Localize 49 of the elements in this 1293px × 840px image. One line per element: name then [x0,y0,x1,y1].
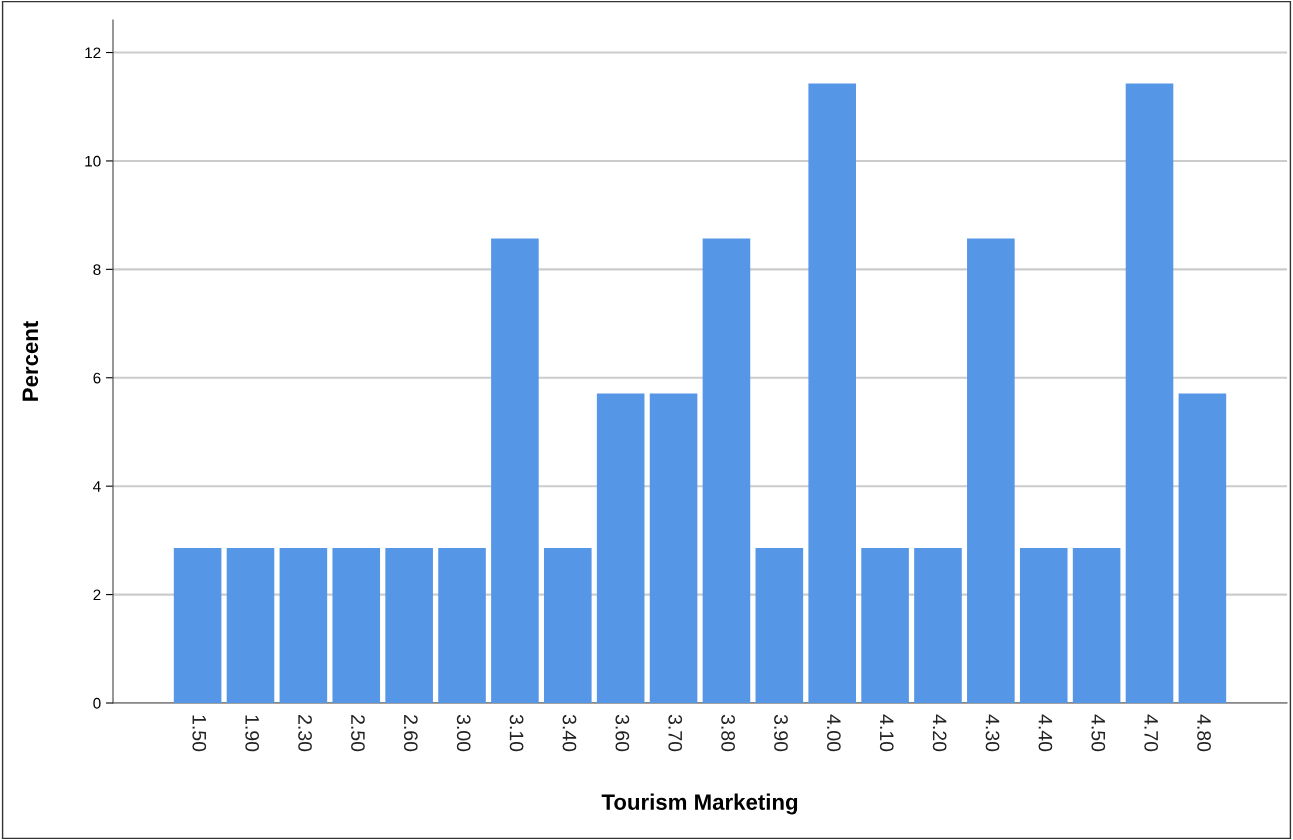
bar [491,238,539,703]
bar [1019,547,1068,703]
bar [649,393,698,703]
bar [332,547,381,703]
y-tick-label: 6 [93,372,101,384]
x-tick-label: 3.40 [562,714,577,752]
bar [544,547,592,703]
y-axis-title: Percent [22,321,39,401]
x-tick-label: 4.80 [1197,714,1211,752]
x-tick-label: 2.60 [403,715,418,752]
bar [914,547,962,703]
y-tick-label: 10 [85,155,101,167]
x-axis-title: Tourism Marketing [601,793,798,815]
bar [755,547,804,703]
x-tick-label: 4.70 [1144,714,1159,752]
y-tick-label: 4 [93,481,101,492]
bar [385,547,433,703]
x-tick-label: 3.80 [721,714,735,752]
x-tick-label: 3.60 [615,714,630,752]
bar [808,83,856,703]
x-tick-label: 3.10 [509,714,524,752]
y-tick-label: 0 [93,697,101,709]
x-tick-label: 3.00 [456,714,471,752]
x-tick-label: 4.10 [879,714,894,752]
bar [279,547,328,703]
bar [967,238,1015,703]
x-tick-label: 1.90 [245,715,260,752]
y-tick-label: 2 [93,589,101,601]
x-tick-label: 2.30 [298,715,312,752]
x-tick-label: 4.20 [932,714,947,752]
bar [1125,83,1174,703]
x-tick-label: 4.30 [985,714,1000,752]
y-tick-label: 8 [93,264,101,276]
x-tick-label: 4.40 [1038,714,1053,752]
bar [702,238,751,703]
x-tick-label: 2.50 [351,715,365,752]
bar [1072,547,1121,703]
x-tick-label: 3.70 [668,714,683,752]
bar [226,547,275,703]
x-tick-label: 4.50 [1091,714,1106,752]
bar [1178,393,1227,703]
bar [438,547,486,703]
bar [173,547,222,703]
x-tick-label: 1.50 [192,715,207,752]
y-tick-label: 12 [85,47,101,59]
bar [861,547,909,703]
x-tick-label: 4.00 [826,714,841,752]
x-tick-label: 3.90 [774,714,788,752]
bar [596,393,645,703]
